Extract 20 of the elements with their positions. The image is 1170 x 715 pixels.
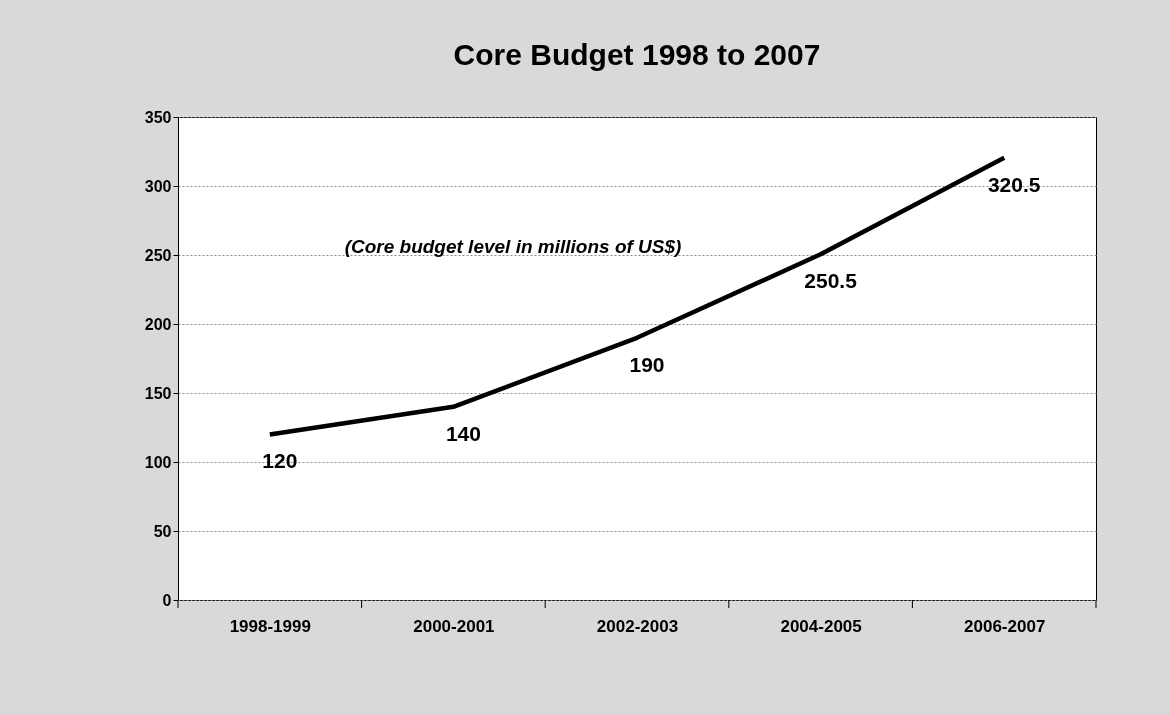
- x-tick-label: 1998-1999: [229, 616, 311, 636]
- data-label: 320.5: [987, 172, 1041, 196]
- data-label: 190: [629, 352, 665, 376]
- y-tick-label: 0: [162, 591, 172, 609]
- y-tick-label: 200: [144, 315, 172, 333]
- y-tick-label: 350: [144, 108, 172, 126]
- y-tick-label: 300: [144, 177, 172, 195]
- data-label: 140: [445, 421, 481, 445]
- data-label: 120: [262, 449, 298, 473]
- y-tick-label: 150: [144, 384, 172, 402]
- x-tick-label: 2000-2001: [413, 616, 495, 636]
- x-tick-label: 2006-2007: [964, 616, 1046, 636]
- y-tick-label: 100: [144, 453, 172, 471]
- data-label: 250.5: [804, 269, 858, 293]
- chart-title: Core Budget 1998 to 2007: [453, 38, 821, 71]
- annotation: (Core budget level in millions of US$): [344, 236, 682, 257]
- x-tick-label: 2002-2003: [596, 616, 679, 636]
- y-tick-label: 50: [153, 522, 172, 540]
- x-tick-label: 2004-2005: [780, 616, 862, 636]
- y-tick-label: 250: [144, 246, 172, 264]
